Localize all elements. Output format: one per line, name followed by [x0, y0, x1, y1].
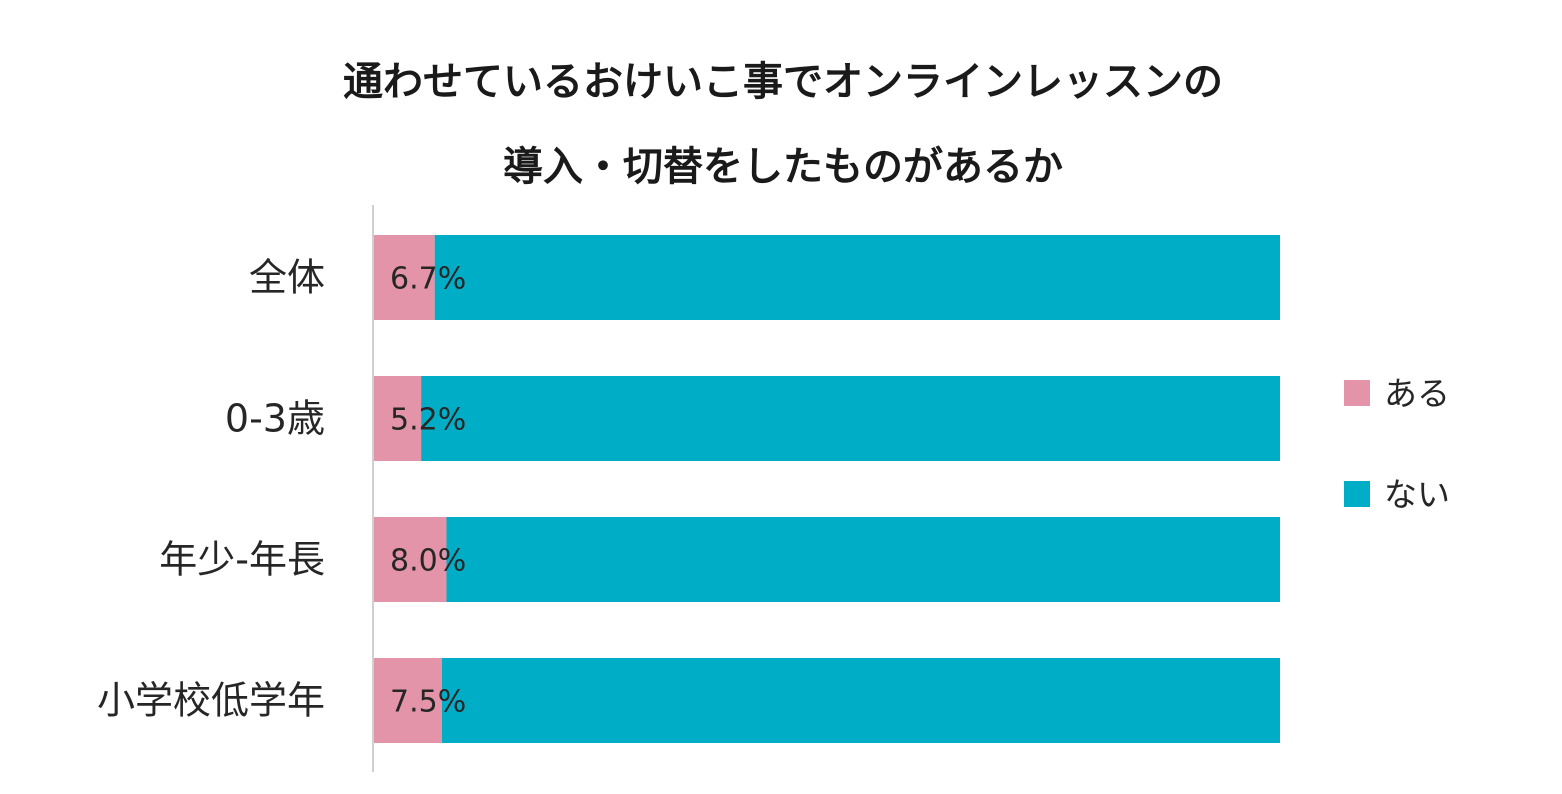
data-label-aru-row-3: 7.5% [390, 685, 466, 720]
bar-aru-row-0 [374, 235, 435, 320]
legend-swatch-nai [1344, 481, 1370, 507]
category-label-1: 0-3歳 [225, 397, 325, 441]
category-label-2: 年少-年長 [159, 538, 325, 582]
bar-nai-row-2 [446, 517, 1281, 602]
legend: ある ない [1344, 374, 1450, 514]
legend-label-nai: ない [1384, 475, 1450, 514]
bar-nai-row-1 [421, 376, 1280, 461]
chart-title-line-2: 導入・切替をしたものがあるか [503, 144, 1063, 190]
chart-title-line-1: 通わせているおけいこ事でオンラインレッスンの [343, 59, 1223, 105]
bar-nai-row-0 [434, 235, 1280, 320]
bar-aru-row-1 [374, 376, 422, 461]
data-label-aru-row-1: 5.2% [390, 403, 466, 438]
legend-swatch-aru [1344, 380, 1370, 406]
legend-item-aru: ある [1344, 374, 1450, 413]
chart-title: 通わせているおけいこ事でオンラインレッスンの 導入・切替をしたものがあるか [343, 59, 1223, 190]
data-label-aru-row-2: 8.0% [390, 544, 466, 579]
bar-nai-row-3 [441, 658, 1280, 743]
bar-aru-row-3 [374, 658, 442, 743]
category-label-0: 全体 [249, 256, 325, 300]
data-label-aru-row-0: 6.7% [390, 262, 466, 297]
bar-aru-row-2 [374, 517, 447, 602]
category-label-3: 小学校低学年 [97, 679, 325, 723]
legend-label-aru: ある [1384, 374, 1450, 413]
legend-item-nai: ない [1344, 475, 1450, 514]
